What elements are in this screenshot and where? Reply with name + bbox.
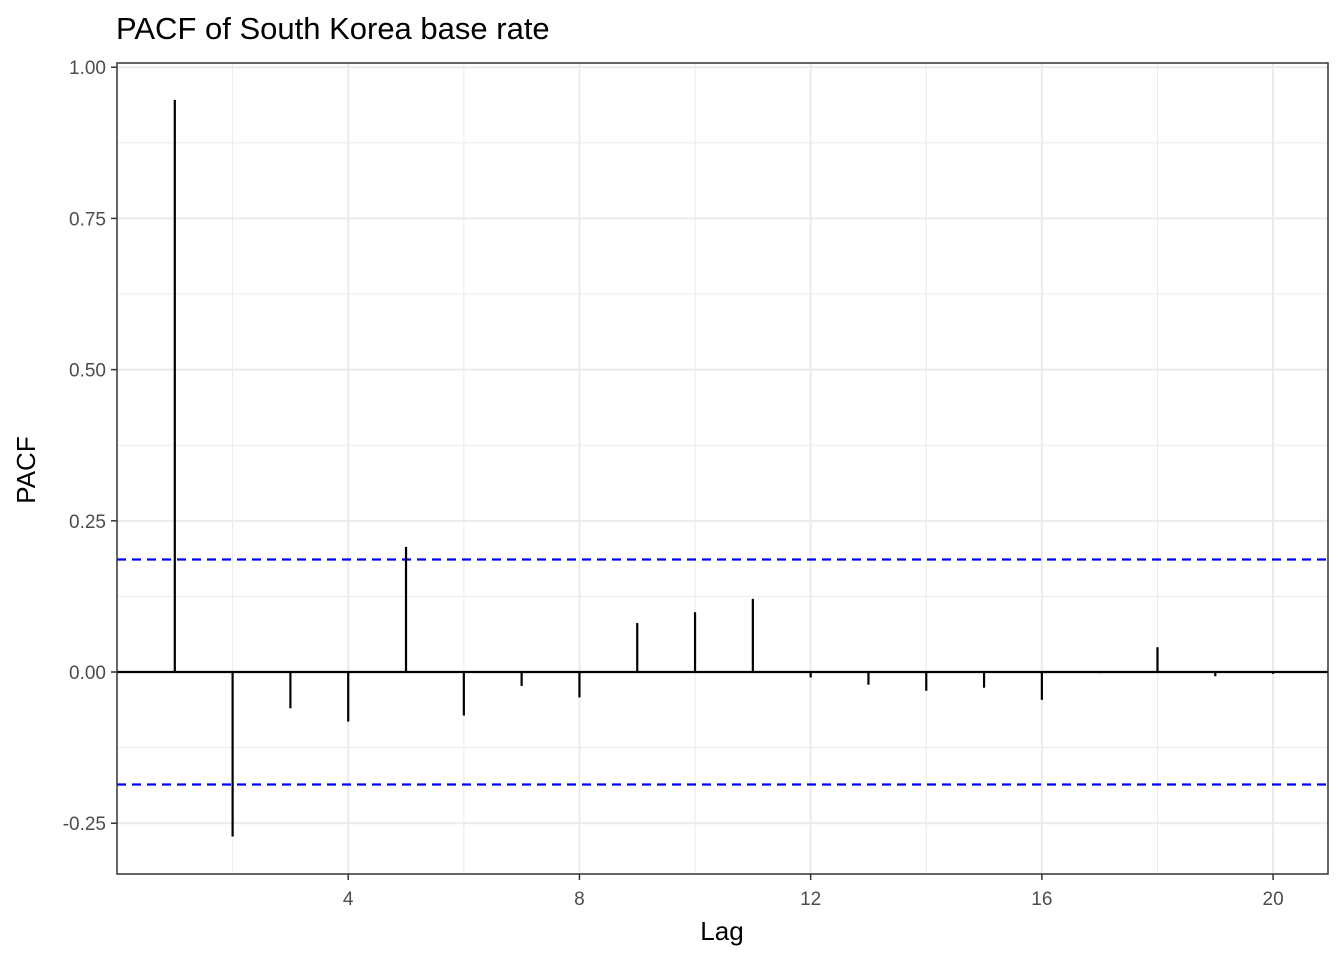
y-axis-title: PACF: [11, 436, 41, 503]
confidence-bounds: [117, 558, 1328, 786]
chart-title: PACF of South Korea base rate: [116, 11, 550, 46]
y-tick-label: 0.75: [69, 209, 106, 230]
pacf-bars: [117, 99, 1328, 837]
grid: [117, 63, 1328, 874]
x-tick-label: 20: [1263, 889, 1284, 910]
y-tick-label: 0.25: [69, 512, 106, 533]
x-tick-label: 4: [343, 889, 354, 910]
x-tick-label: 8: [574, 889, 585, 910]
plot-panel-border: [116, 62, 1329, 875]
y-tick-label: 1.00: [69, 58, 106, 79]
y-tick-label: 0.50: [69, 361, 106, 382]
x-tick-label: 12: [800, 889, 821, 910]
axis-ticks: -0.25 0.00 0.25 0.50 0.75 1.00 4 8 12 16 20: [63, 58, 1284, 910]
y-tick-label: 0.00: [69, 663, 106, 684]
y-tick-label: -0.25: [63, 814, 106, 835]
x-tick-label: 16: [1031, 889, 1052, 910]
x-axis-title: Lag: [700, 916, 743, 946]
